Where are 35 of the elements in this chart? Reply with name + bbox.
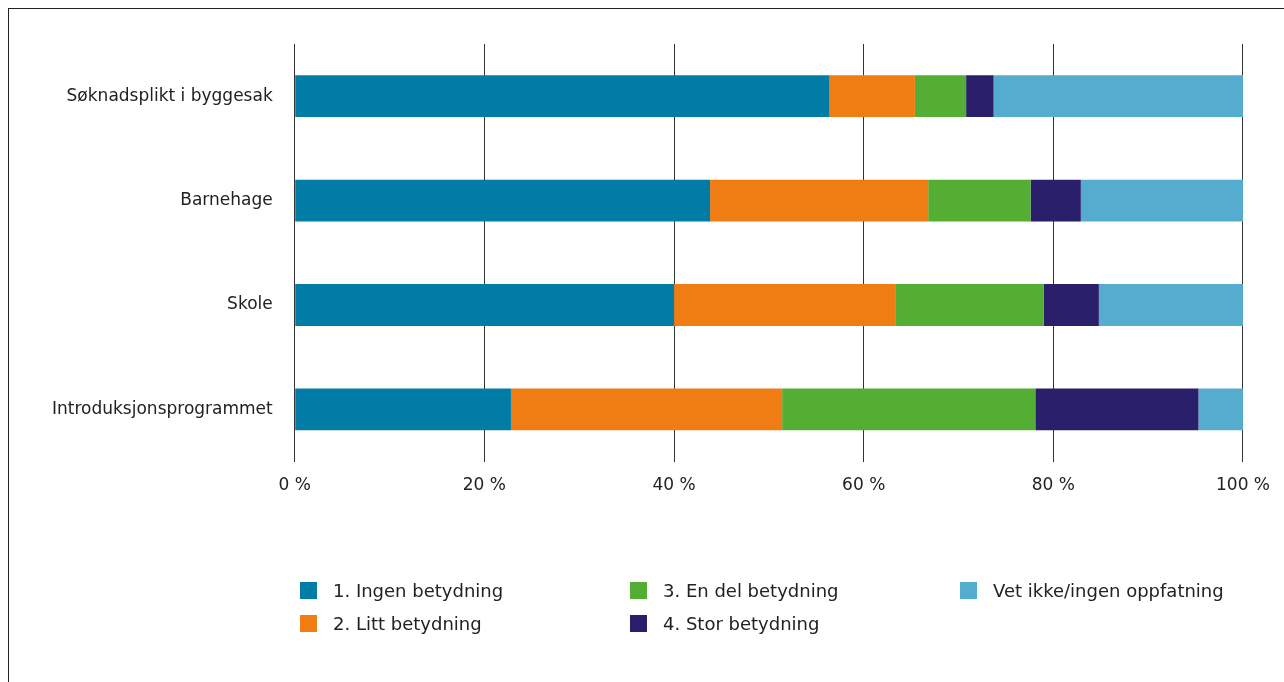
bar (1030, 179, 1081, 222)
x-tick-label: 60 % (842, 474, 886, 495)
legend-label: 2. Litt betydning (333, 613, 482, 634)
x-tick-label: 40 % (652, 474, 696, 495)
bar (1080, 179, 1243, 222)
legend-label: Vet ikke/ingen oppfatning (993, 580, 1224, 601)
x-tick-label: 20 % (462, 474, 506, 495)
bar (928, 179, 1031, 222)
bar (510, 388, 783, 431)
bar (993, 75, 1243, 118)
bar (829, 75, 915, 118)
bar (674, 284, 896, 326)
bar (295, 179, 711, 222)
bar (914, 75, 967, 118)
bar (295, 388, 511, 431)
legend-label: 1. Ingen betydning (333, 580, 504, 601)
bar (710, 179, 929, 222)
x-tick-label: 0 % (278, 474, 311, 495)
bar (1098, 284, 1243, 326)
x-tick-label: 100 % (1215, 474, 1271, 495)
bar (295, 75, 830, 118)
bar (1043, 284, 1099, 326)
bar (895, 284, 1044, 326)
legend-label: 3. En del betydning (663, 580, 839, 601)
y-tick-label: Barnehage (180, 189, 273, 210)
bar (966, 75, 994, 118)
bar (782, 388, 1036, 431)
y-tick-label: Skole (227, 293, 273, 314)
y-tick-label: Søknadsplikt i byggesak (66, 84, 273, 105)
bar (295, 284, 675, 326)
legend-label: 4. Stor betydning (663, 613, 820, 634)
bar (1198, 388, 1243, 431)
x-tick-label: 80 % (1031, 474, 1075, 495)
y-tick-label: Introduksjonsprogrammet (51, 397, 274, 418)
bar (1035, 388, 1199, 431)
